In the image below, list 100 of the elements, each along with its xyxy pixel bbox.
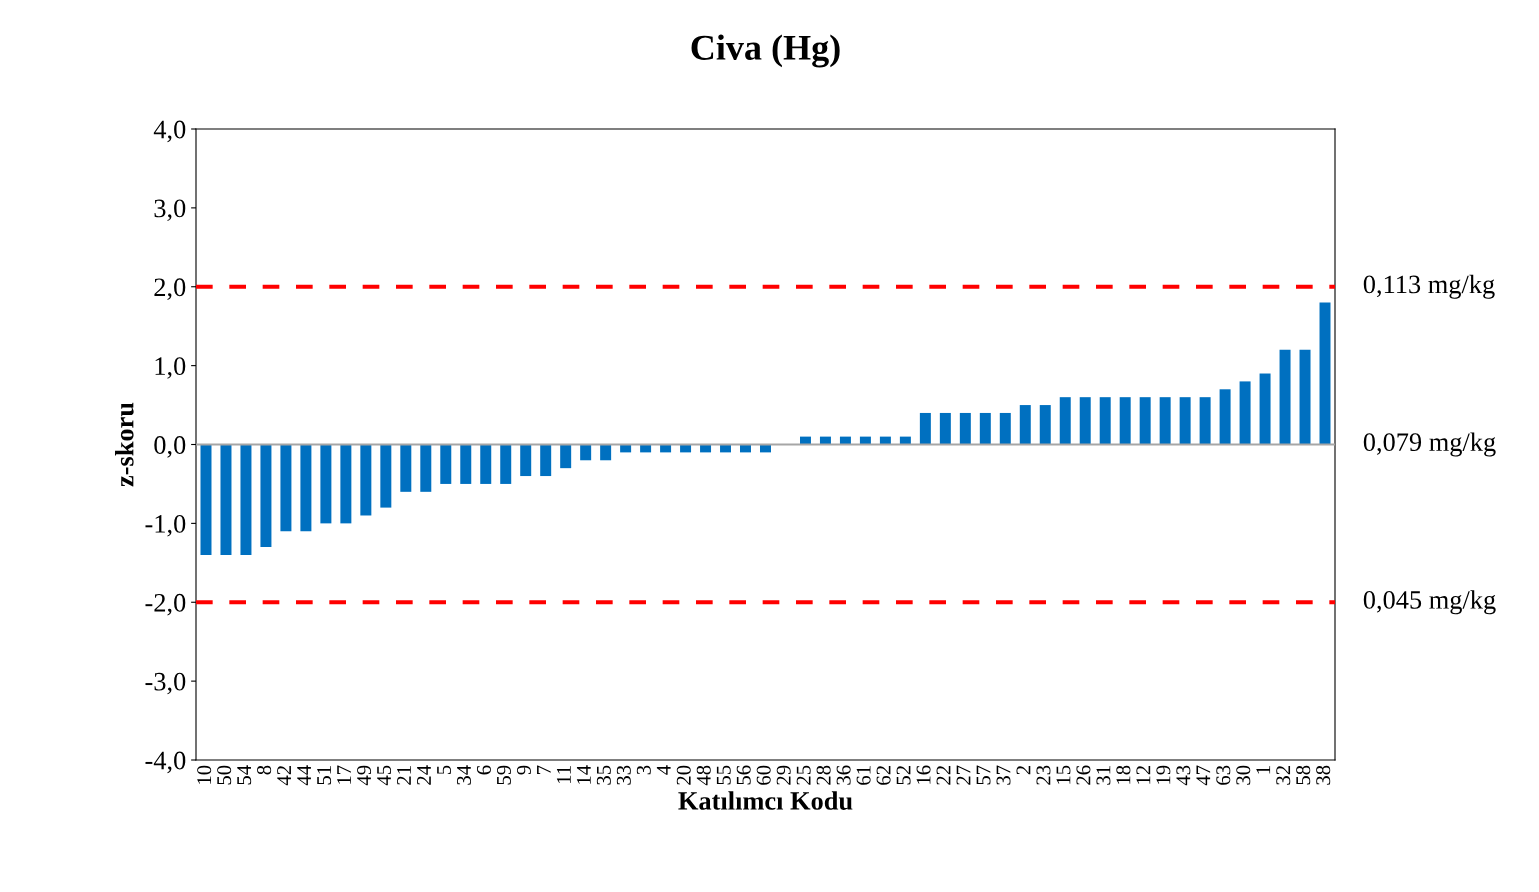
- x-tick-label: 20: [676, 765, 691, 785]
- bar: [220, 444, 232, 555]
- y-tick-label: 0,0: [154, 436, 186, 458]
- bar: [1139, 397, 1151, 445]
- x-tick-label: 43: [1176, 765, 1191, 786]
- x-tick-label: 24: [417, 765, 431, 785]
- bar: [999, 412, 1011, 445]
- x-tick-label: 1: [1256, 766, 1271, 774]
- x-tick-label: 55: [716, 765, 731, 785]
- bar: [1159, 397, 1171, 445]
- x-tick-label: 54: [237, 765, 252, 785]
- x-tick-label: 60: [756, 765, 771, 785]
- x-tick-label: 34: [456, 765, 471, 785]
- x-tick-label: 5: [437, 765, 451, 775]
- y-tick-label: -3,0: [145, 672, 186, 695]
- x-tick-label: 51: [317, 766, 332, 785]
- bar: [1059, 397, 1071, 445]
- bar: [280, 444, 292, 532]
- bar: [380, 444, 392, 508]
- y-tick-label: 2,0: [154, 278, 186, 300]
- bar: [300, 444, 312, 532]
- x-tick-label: 30: [1236, 765, 1251, 785]
- x-tick-label: 63: [1216, 765, 1231, 785]
- x-tick-label: 18: [1116, 765, 1131, 784]
- x-tick-label: 37: [996, 765, 1011, 785]
- bar: [360, 444, 372, 516]
- x-tick-label: 11: [556, 766, 571, 784]
- x-tick-label: 50: [217, 765, 232, 785]
- x-tick-label: 21: [397, 766, 411, 785]
- x-tick-label: 49: [357, 765, 372, 786]
- bar: [1079, 397, 1091, 445]
- x-tick-label: 38: [1316, 765, 1331, 785]
- x-tick-label: 29: [776, 765, 791, 785]
- x-tick-label: 33: [616, 765, 631, 785]
- bar: [320, 444, 332, 524]
- x-tick-label: 27: [956, 765, 971, 785]
- x-tick-label: 7: [537, 765, 551, 774]
- x-tick-label: 42: [277, 766, 291, 786]
- chart-title: Civa (Hg): [691, 34, 840, 68]
- bar: [520, 444, 532, 477]
- x-tick-label: 8: [257, 765, 272, 775]
- x-tick-label: 47: [1196, 765, 1211, 786]
- x-tick-label: 56: [736, 765, 751, 785]
- bar: [1279, 349, 1291, 445]
- bar: [260, 444, 272, 548]
- bar: [1219, 389, 1231, 445]
- x-tick-label: 3: [636, 765, 651, 775]
- y-tick-label: 3,0: [154, 199, 186, 222]
- x-tick-label: 59: [496, 765, 511, 785]
- x-tick-label: 45: [377, 765, 392, 786]
- ref-line-label: 0,045 mg/kg: [1363, 590, 1496, 615]
- x-tick-label: 36: [836, 765, 851, 785]
- bar: [919, 412, 931, 445]
- x-tick-label: 32: [1276, 766, 1291, 785]
- bar: [340, 444, 352, 524]
- x-tick-label: 44: [297, 765, 311, 786]
- x-axis-title: Katılımcı Kodu: [678, 791, 853, 810]
- y-tick-label: -2,0: [145, 593, 186, 616]
- x-tick-label: 12: [1136, 766, 1151, 784]
- bar: [1259, 373, 1271, 445]
- x-tick-label: 17: [337, 765, 351, 784]
- bar: [1199, 397, 1211, 445]
- bar: [440, 444, 452, 484]
- x-tick-label: 61: [856, 766, 871, 785]
- x-tick-label: 35: [596, 765, 611, 785]
- x-tick-label: 22: [936, 766, 951, 785]
- x-tick-label: 6: [476, 765, 491, 775]
- bar: [1319, 302, 1331, 445]
- bar: [1299, 349, 1311, 445]
- x-tick-label: 62: [876, 766, 891, 785]
- x-tick-label: 4: [656, 765, 671, 775]
- bar: [1119, 397, 1131, 445]
- bar: [400, 444, 412, 492]
- bar: [540, 444, 552, 477]
- bar: [460, 444, 472, 484]
- bar: [1239, 381, 1251, 445]
- bar: [1039, 405, 1051, 445]
- ref-line-label: 0,113 mg/kg: [1363, 274, 1495, 299]
- bar: [1179, 397, 1191, 445]
- x-tick-label: 48: [696, 765, 711, 786]
- x-tick-label: 2: [1016, 766, 1031, 775]
- x-tick-label: 28: [816, 765, 831, 785]
- bar: [979, 412, 991, 445]
- bar: [240, 444, 252, 555]
- x-tick-label: 16: [916, 765, 931, 784]
- x-tick-label: 19: [1156, 765, 1171, 784]
- bar: [939, 412, 951, 445]
- x-tick-label: 26: [1076, 765, 1091, 785]
- bar: [200, 444, 212, 555]
- bar: [1099, 397, 1111, 445]
- ref-line-label: 0,079 mg/kg: [1363, 432, 1496, 457]
- x-tick-label: 15: [1056, 765, 1071, 784]
- x-tick-label: 23: [1036, 765, 1051, 785]
- x-tick-label: 31: [1096, 766, 1111, 785]
- y-axis-title: z-skoru: [115, 402, 134, 487]
- y-tick-label: -4,0: [145, 751, 186, 774]
- x-tick-label: 57: [976, 765, 991, 785]
- x-tick-label: 14: [576, 765, 591, 784]
- bar: [500, 444, 512, 484]
- bar: [959, 412, 971, 445]
